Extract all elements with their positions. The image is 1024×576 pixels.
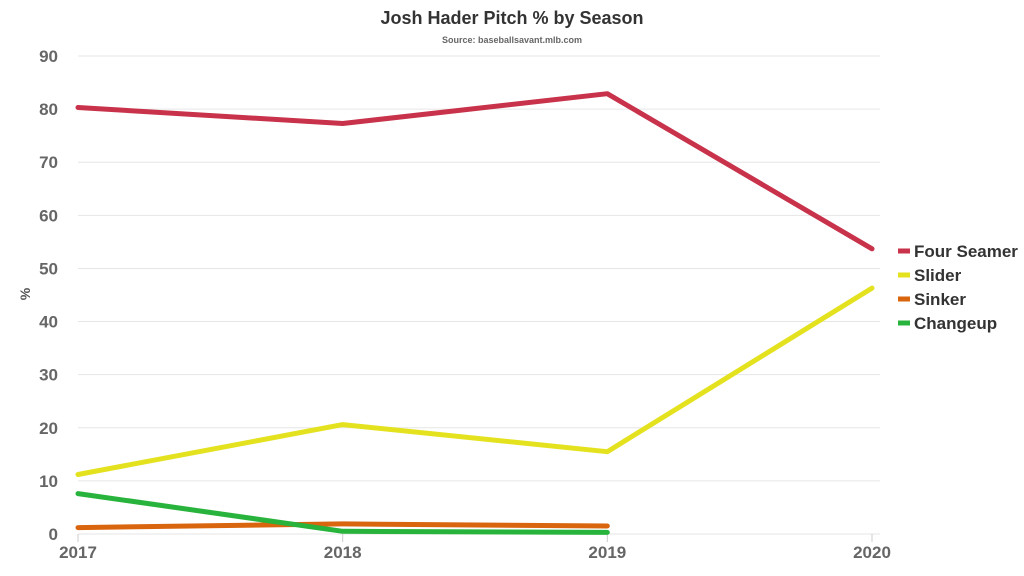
y-axis-label: % xyxy=(17,287,33,300)
x-tick-label: 2017 xyxy=(59,543,97,562)
y-tick-label: 80 xyxy=(39,100,58,119)
y-tick-label: 60 xyxy=(39,206,58,225)
legend-label-four-seamer: Four Seamer xyxy=(914,242,1018,261)
chart-title: Josh Hader Pitch % by Season xyxy=(380,8,643,28)
y-tick-label: 0 xyxy=(49,525,58,544)
y-tick-label: 40 xyxy=(39,313,58,332)
legend-label-slider: Slider xyxy=(914,266,962,285)
x-tick-label: 2018 xyxy=(324,543,362,562)
x-axis: 2017 2018 2019 2020 xyxy=(59,534,891,562)
legend-label-changeup: Changeup xyxy=(914,314,997,333)
grid xyxy=(78,55,880,535)
series-lines xyxy=(75,91,875,535)
x-tick-label: 2020 xyxy=(853,543,891,562)
y-tick-label: 70 xyxy=(39,153,58,172)
y-tick-label: 90 xyxy=(39,47,58,66)
chart-subtitle: Source: baseballsavant.mlb.com xyxy=(442,35,582,45)
y-tick-label: 30 xyxy=(39,366,58,385)
y-axis: 0 10 20 30 40 50 60 70 80 90 xyxy=(39,47,58,544)
series-line-sinker xyxy=(75,521,610,531)
y-tick-label: 10 xyxy=(39,472,58,491)
legend-label-sinker: Sinker xyxy=(914,290,966,309)
legend: Four Seamer Slider Sinker Changeup xyxy=(898,242,1018,333)
y-tick-label: 20 xyxy=(39,419,58,438)
y-tick-label: 50 xyxy=(39,259,58,278)
series-line-slider xyxy=(75,285,875,477)
x-tick-label: 2019 xyxy=(588,543,626,562)
series-line-four-seamer xyxy=(75,91,875,252)
series-line-changeup xyxy=(75,491,610,535)
